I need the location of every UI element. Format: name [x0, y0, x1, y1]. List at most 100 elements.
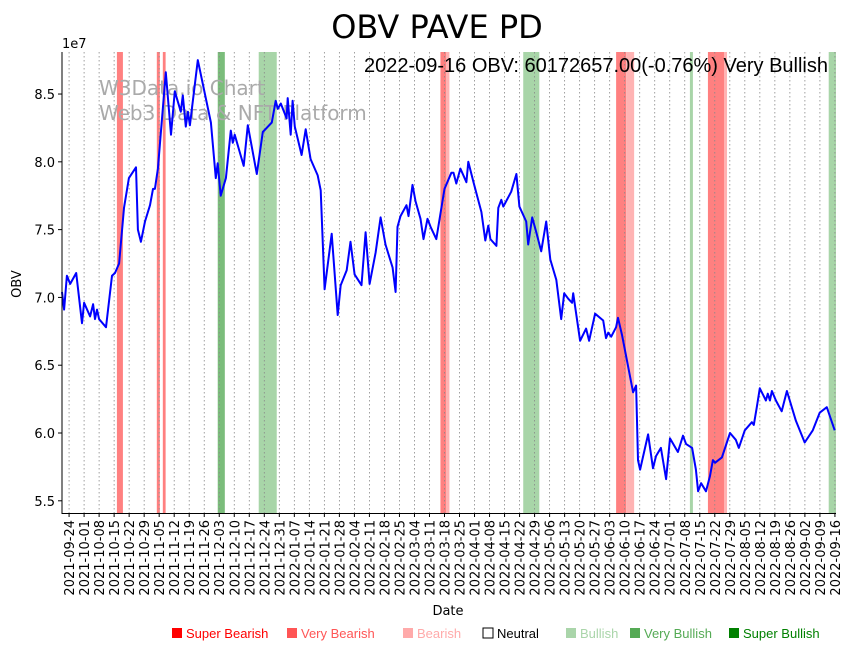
x-tick-label: 2022-07-01	[664, 520, 679, 596]
legend: Super Bearish Very Bearish Bearish Neutral B…	[172, 626, 820, 641]
signal-band-bullish	[523, 52, 540, 513]
legend-swatch	[482, 627, 494, 639]
legend-swatch	[566, 628, 576, 638]
legend-swatch	[403, 628, 413, 638]
x-tick-label: 2022-05-06	[544, 520, 559, 596]
x-tick-label: 2021-09-24	[63, 520, 78, 596]
x-tick-label: 2022-02-25	[393, 520, 408, 596]
y-tick-label: 5.5	[34, 495, 55, 510]
legend-item-bearish: Bearish	[403, 626, 461, 641]
x-tick-label: 2022-06-24	[649, 520, 664, 596]
x-tick-label: 2022-09-16	[829, 520, 844, 596]
signal-band-very-bullish	[217, 52, 225, 513]
x-tick-label: 2022-01-21	[318, 520, 333, 596]
latest-value-annotation: 2022-09-16 OBV: 60172657.00(-0.76%) Very…	[364, 55, 828, 77]
x-tick-label: 2022-09-02	[799, 520, 814, 596]
legend-label: Very Bearish	[301, 626, 375, 641]
legend-label: Very Bullish	[644, 626, 712, 641]
x-tick-label: 2022-04-29	[529, 520, 544, 596]
y-tick-label: 7.5	[34, 224, 55, 239]
x-tick-label: 2022-08-12	[754, 520, 769, 596]
signal-band-bearish	[445, 52, 450, 513]
y-tick-label: 8.5	[34, 88, 55, 103]
x-tick-label: 2021-10-15	[108, 520, 123, 596]
x-tick-label: 2022-03-25	[454, 520, 469, 596]
signal-band-very-bearish	[162, 52, 166, 513]
x-tick-label: 2021-11-26	[198, 520, 213, 596]
signal-bands	[116, 52, 836, 513]
x-tick-label: 2022-05-27	[589, 520, 604, 596]
x-tick-label: 2021-11-05	[153, 520, 168, 596]
y-tick-label: 8.0	[34, 156, 55, 171]
x-tick-label: 2021-12-10	[228, 520, 243, 596]
x-tick-label: 2022-04-15	[499, 520, 514, 596]
x-ticks: 2021-09-24 2021-10-01 2021-10-08 2021-10-15…	[63, 513, 844, 596]
legend-label: Super Bearish	[186, 626, 268, 641]
x-tick-label: 2021-10-08	[93, 520, 108, 596]
signal-band-bullish	[828, 52, 836, 513]
x-tick-label: 2022-03-11	[423, 520, 438, 596]
x-tick-label: 2022-08-26	[784, 520, 799, 596]
y-offset-label: 1e7	[62, 37, 87, 52]
x-tick-label: 2022-02-11	[363, 520, 378, 596]
legend-item-neutral: Neutral	[482, 626, 539, 641]
y-tick-label: 6.0	[34, 427, 55, 442]
x-tick-label: 2022-06-03	[604, 520, 619, 596]
legend-label: Bullish	[580, 626, 618, 641]
watermark-line-2: Web3 Data & NFT Platform	[99, 101, 367, 125]
x-tick-label: 2021-12-24	[258, 520, 273, 596]
x-tick-label: 2021-12-31	[273, 520, 288, 596]
x-tick-label: 2021-10-01	[78, 520, 93, 596]
x-tick-label: 2022-01-07	[288, 520, 303, 596]
x-tick-label: 2022-02-04	[348, 520, 363, 596]
y-ticks: 5.5 6.0 6.5 7.0 7.5 8.0 8.5	[34, 88, 62, 510]
x-tick-label: 2022-06-17	[634, 520, 649, 596]
x-tick-label: 2021-10-22	[123, 520, 138, 596]
x-tick-label: 2022-08-05	[739, 520, 754, 596]
legend-item-bullish: Bullish	[566, 626, 618, 641]
legend-item-very-bullish: Very Bullish	[630, 626, 712, 641]
x-tick-label: 2022-09-09	[814, 520, 829, 596]
x-tick-label: 2022-07-15	[694, 520, 709, 596]
series-layer	[61, 59, 836, 493]
legend-swatch	[287, 628, 297, 638]
x-tick-label: 2022-04-08	[484, 520, 499, 596]
legend-item-super-bullish: Super Bullish	[729, 626, 820, 641]
x-tick-label: 2021-10-29	[138, 520, 153, 596]
signal-band-very-bearish	[616, 52, 627, 513]
x-tick-label: 2022-05-20	[574, 520, 589, 596]
signal-band-very-bearish	[156, 52, 160, 513]
legend-swatch	[630, 628, 640, 638]
signal-band-bullish	[258, 52, 277, 513]
x-tick-label: 2021-11-12	[168, 520, 183, 596]
x-tick-label: 2022-01-14	[303, 520, 318, 596]
x-tick-label: 2022-04-22	[514, 520, 529, 596]
grid-lines	[68, 52, 836, 513]
signal-band-very-bearish	[116, 52, 123, 513]
legend-item-very-bearish: Very Bearish	[287, 626, 375, 641]
x-tick-label: 2022-07-22	[709, 520, 724, 596]
legend-item-super-bearish: Super Bearish	[172, 626, 268, 641]
x-tick-label: 2022-08-19	[769, 520, 784, 596]
signal-band-bearish	[626, 52, 635, 513]
x-tick-label: 2022-03-04	[408, 520, 423, 596]
signal-band-very-bearish	[440, 52, 446, 513]
watermark: W3Data.io Chart Web3 Data & NFT Platform	[99, 76, 367, 125]
y-axis-label: OBV	[10, 270, 25, 298]
obv-line	[61, 59, 836, 493]
x-tick-label: 2022-04-01	[469, 520, 484, 596]
x-tick-label: 2022-01-28	[333, 520, 348, 596]
axes	[61, 52, 836, 514]
legend-label: Bearish	[417, 626, 461, 641]
x-tick-label: 2022-03-18	[438, 520, 453, 596]
x-tick-label: 2022-06-10	[619, 520, 634, 596]
signal-band-very-bearish	[707, 52, 725, 513]
legend-label: Neutral	[497, 626, 539, 641]
x-tick-label: 2021-12-03	[213, 520, 228, 596]
x-tick-label: 2022-05-13	[559, 520, 574, 596]
legend-label: Super Bullish	[743, 626, 820, 641]
legend-swatch	[729, 628, 739, 638]
x-tick-label: 2022-02-18	[378, 520, 393, 596]
signal-band-bullish	[689, 52, 693, 513]
